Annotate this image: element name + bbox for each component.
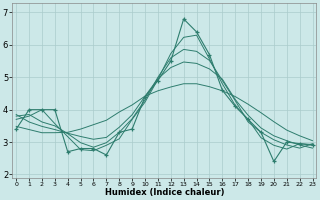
X-axis label: Humidex (Indice chaleur): Humidex (Indice chaleur) xyxy=(105,188,224,197)
